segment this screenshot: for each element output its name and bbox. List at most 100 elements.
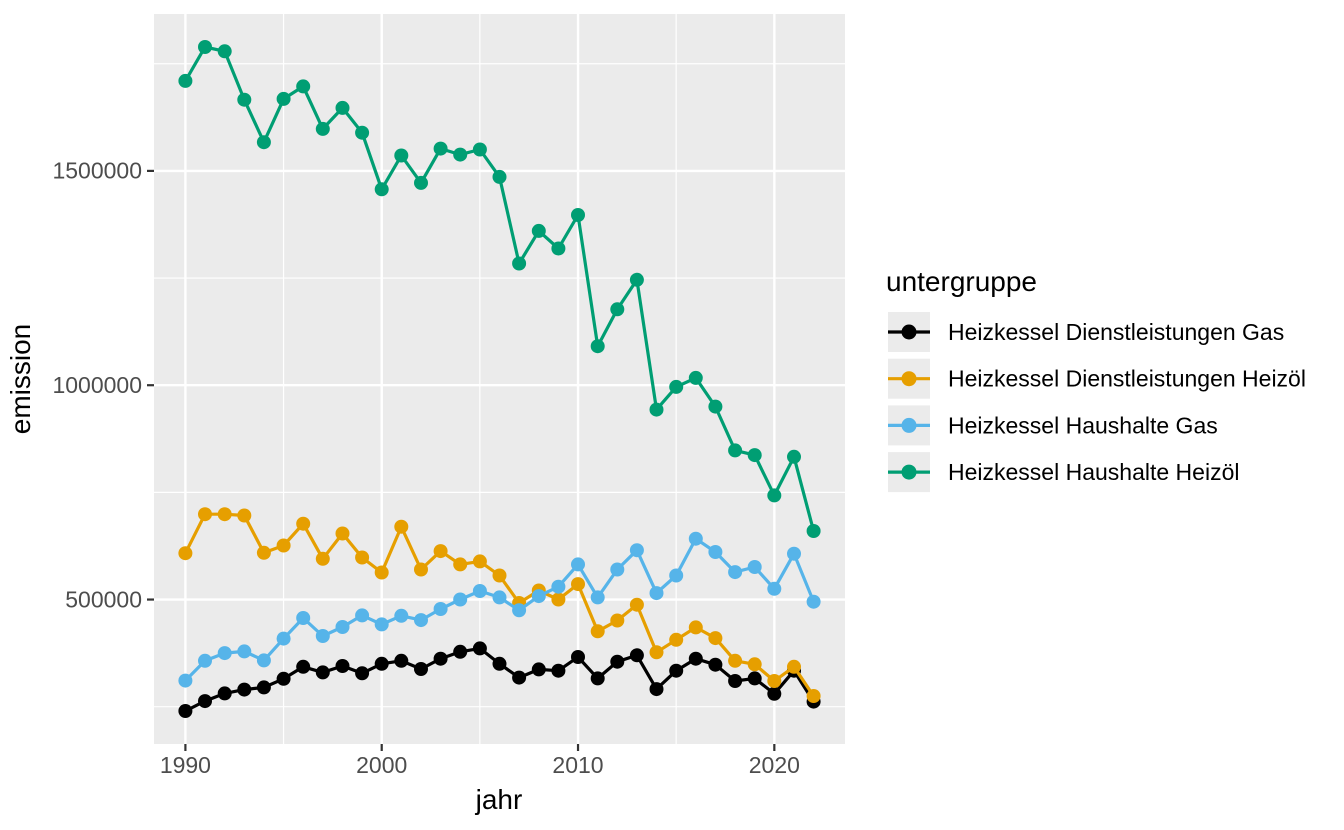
x-tick-label: 2020 [749,752,800,778]
series-point [669,568,684,583]
series-point [688,651,703,666]
series-point [472,641,487,656]
series-point [590,590,605,605]
series-heizkessel-haushalte-heiz-l [178,40,821,538]
series-point [237,682,252,697]
series-point [571,208,585,222]
series-point [355,550,370,565]
series-point [394,148,409,163]
series-point [610,302,625,317]
x-axis-title: jahr [475,784,523,815]
series-point [178,73,193,88]
series-point [217,646,232,661]
series-point [374,656,389,671]
legend-entry: Heizkessel Haushalte Gas [888,405,1218,446]
series-point [669,663,684,678]
series-point [551,592,566,607]
series-point [669,379,684,394]
legend-key-point [901,324,917,340]
series-point [355,125,370,140]
series-point [198,40,212,54]
series-point [649,645,664,660]
series-point [178,673,193,688]
series-point [649,682,664,697]
series-point [728,674,743,688]
series-point [492,590,507,605]
plot-area: 1990 2000 2010 2020 500000 1000000 1500000 [52,14,845,778]
series-point [747,671,762,686]
y-tick-label: 1500000 [52,158,142,184]
series-point [669,632,684,647]
series-point [217,507,232,522]
series-point [512,670,527,685]
series-point [178,546,193,561]
series-point [276,91,291,106]
series-point [610,654,625,669]
legend-title: untergruppe [886,266,1037,297]
series-point [296,659,311,674]
series-point [276,631,291,646]
series-point [531,589,546,604]
legend-label: Heizkessel Haushalte Heizöl [948,459,1239,485]
series-point [198,653,212,668]
series-point [531,223,546,238]
series-point [355,666,370,681]
series-point [237,508,252,523]
series-point [629,648,644,663]
series-point [747,448,762,463]
series-point [571,557,585,572]
legend-key-point [901,371,917,387]
series-point [315,665,330,680]
series-point [787,659,801,674]
series-point [276,538,291,553]
series-point [472,554,487,569]
series-point [256,680,271,695]
series-point [394,519,409,534]
series-point [414,562,428,577]
series-point [610,562,625,577]
series-point [453,147,468,162]
x-tick-label: 2010 [552,752,603,778]
series-point [315,551,330,566]
series-point [767,488,782,503]
x-tick-label: 2000 [356,752,407,778]
series-point [433,544,448,559]
series-point [512,256,527,271]
legend-entry: Heizkessel Haushalte Heizöl [888,452,1239,493]
series-point [414,662,428,676]
series-point [315,629,330,643]
series-point [767,674,782,688]
series-point [276,671,291,686]
series-point [590,624,605,639]
series-point [590,339,605,354]
y-tick-label: 1000000 [52,372,142,398]
series-point [374,565,389,580]
series-point [492,169,507,184]
series-point [453,557,468,572]
series-point [296,611,311,625]
series-point [178,704,193,718]
series-point [198,694,212,709]
series-point [531,662,546,677]
y-axis-title: emission [5,324,36,434]
series-point [198,507,212,522]
x-tick-label: 1990 [160,752,211,778]
series-point [806,524,821,538]
series-point [374,182,389,197]
series-point [806,594,821,609]
series-point [747,560,762,574]
series-point [708,657,723,672]
series-point [767,581,782,596]
series-point [414,613,428,628]
series-point [237,92,252,107]
series-point [571,650,585,664]
series-heizkessel-haushalte-gas [178,531,821,688]
legend: Heizkessel Dienstleistungen Gas Heizkesse… [888,312,1306,493]
series-point [472,584,487,598]
series-point [433,141,448,156]
series-point [708,631,723,646]
series-point [571,577,585,592]
series-point [747,657,762,672]
series-point [728,443,743,458]
